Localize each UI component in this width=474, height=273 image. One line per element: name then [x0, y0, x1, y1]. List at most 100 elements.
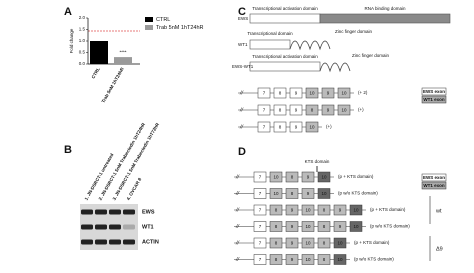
- domain-label: Zinc finger domain: [335, 29, 373, 34]
- exon-label: 10: [309, 125, 315, 130]
- row-note: (p w/o KTS domain): [338, 191, 378, 196]
- exon: [301, 221, 315, 232]
- exon-label: 10: [353, 224, 359, 229]
- exon: [285, 188, 299, 199]
- band: [123, 209, 135, 215]
- exon-label: 7: [259, 208, 262, 213]
- exon-label: 7: [263, 108, 266, 113]
- exon-label: 10: [341, 108, 347, 113]
- domain-label: Transcriptional domain: [247, 31, 293, 36]
- break-mark: //: [235, 207, 240, 213]
- exon-label: 7: [263, 125, 266, 130]
- exon: [285, 254, 299, 265]
- exon: [301, 254, 315, 265]
- exon: [269, 188, 283, 199]
- kts-label: KTS domain: [305, 159, 330, 164]
- band: [109, 239, 121, 245]
- zinc-fingers: [289, 40, 331, 51]
- exon: [333, 254, 347, 265]
- exon: [257, 121, 271, 133]
- exon: [253, 171, 267, 183]
- exon-label: 8: [275, 208, 278, 213]
- exon-label: 8: [291, 191, 294, 196]
- exon-label: 9: [327, 91, 330, 96]
- band: [95, 224, 107, 230]
- exon-label: 10: [305, 208, 311, 213]
- exon: [301, 204, 315, 216]
- row-note: (p w/o KTS domain): [354, 257, 394, 262]
- exon-label: 10: [305, 224, 311, 229]
- fusion-domain: [249, 61, 321, 72]
- exon-label: 7: [259, 257, 262, 262]
- exon: [269, 171, 283, 183]
- band-label: WT1: [142, 224, 154, 230]
- exon-label: 8: [275, 257, 278, 262]
- exon: [349, 221, 363, 232]
- exon: [273, 104, 287, 116]
- exon-label: 8: [323, 208, 326, 213]
- y-axis-label: Fold change: [69, 28, 74, 53]
- bar: [114, 57, 132, 64]
- exon: [305, 87, 319, 99]
- exon-label: 7: [259, 175, 262, 180]
- x-tick-label: Trab 5nM 1hT24hR: [101, 66, 126, 104]
- band-label: ACTIN: [142, 239, 159, 245]
- band-label: EWS: [142, 209, 155, 215]
- legend-swatch: [145, 17, 153, 22]
- exon-label: 8: [275, 224, 278, 229]
- break-mark: //: [235, 224, 240, 230]
- exon: [285, 221, 299, 232]
- exon: [333, 221, 347, 232]
- exon: [333, 237, 347, 249]
- domain-label: RNA binding domain: [364, 6, 406, 11]
- exon: [321, 87, 335, 99]
- band: [95, 239, 107, 245]
- exon-label: 8: [279, 91, 282, 96]
- exon-label: 9: [291, 257, 294, 262]
- row-note: (p + KTS domain): [370, 207, 406, 212]
- legend-box: [421, 173, 447, 182]
- band: [123, 224, 135, 230]
- exon-label: 9: [291, 208, 294, 213]
- ews-activation-domain: [249, 13, 321, 24]
- exon-label: 7: [263, 91, 266, 96]
- exon: [317, 188, 331, 199]
- exon: [269, 254, 283, 265]
- exon-label: 9: [291, 224, 294, 229]
- domain-label: Transcriptional activation domain: [252, 54, 318, 59]
- legend-box: [421, 95, 447, 104]
- break-mark: //: [239, 124, 244, 130]
- annotation: ****: [119, 49, 126, 54]
- legend-box: [421, 87, 447, 96]
- protein-name: EWS: [238, 16, 248, 21]
- exon: [273, 87, 287, 99]
- ews-rna-domain: [319, 13, 451, 24]
- x-tick-label: CTRL: [91, 66, 101, 79]
- exon: [317, 221, 331, 232]
- y-tick-label: 0.5: [79, 50, 86, 55]
- exon: [257, 87, 271, 99]
- exon-label: 8: [323, 257, 326, 262]
- row-note: (+): [326, 124, 332, 129]
- exon: [285, 237, 299, 249]
- exon: [253, 188, 267, 199]
- exon: [253, 221, 267, 232]
- row-note: (p + KTS domain): [354, 240, 390, 245]
- exon: [289, 104, 303, 116]
- exon-label: 8: [323, 224, 326, 229]
- exon-label: 9: [339, 224, 342, 229]
- band: [109, 209, 121, 215]
- exon-label: 10: [321, 175, 327, 180]
- exon: [285, 171, 299, 183]
- break-mark: //: [235, 191, 240, 197]
- y-tick-label: 2.0: [79, 15, 86, 20]
- panel-label: B: [64, 144, 72, 156]
- bar: [90, 41, 108, 64]
- legend-label: CTRL: [156, 17, 170, 23]
- row-note: (+): [358, 107, 364, 112]
- exon: [337, 87, 351, 99]
- band: [81, 224, 93, 230]
- exon-label: 8: [291, 175, 294, 180]
- exon: [289, 121, 303, 133]
- exon-label: 10: [309, 91, 315, 96]
